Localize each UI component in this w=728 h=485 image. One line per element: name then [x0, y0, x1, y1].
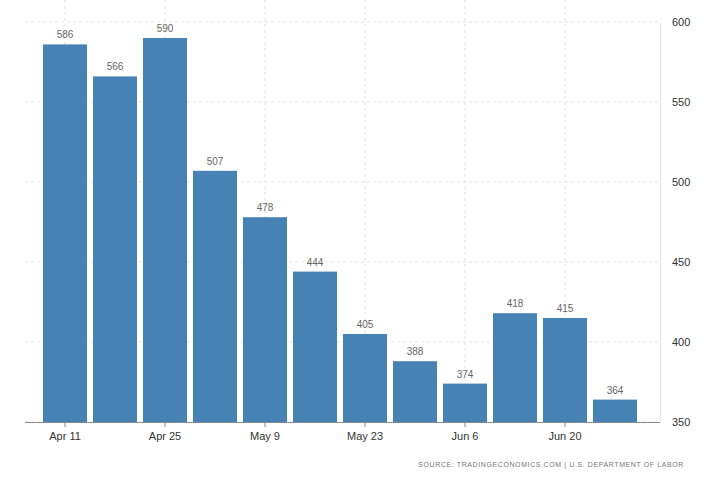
chart: 586 566 590 507 478 444 405 388 374 418 415 364 Apr … — [0, 0, 728, 485]
data-label: 507 — [207, 156, 224, 167]
y-tick: 450 — [660, 256, 690, 268]
y-tick-label: 500 — [672, 176, 690, 188]
bar — [493, 313, 537, 422]
y-tick: 550 — [660, 96, 690, 108]
y-tick: 500 — [660, 176, 690, 188]
bar — [443, 384, 487, 422]
bar — [543, 318, 587, 422]
data-label: 405 — [357, 319, 374, 330]
grid — [25, 0, 660, 422]
x-tick-mark — [565, 422, 566, 427]
bar — [243, 217, 287, 422]
x-tick-label: Jun 6 — [452, 430, 479, 442]
x-tick: May 23 — [347, 422, 383, 442]
bar — [393, 361, 437, 422]
bar — [293, 272, 337, 422]
bar — [343, 334, 387, 422]
data-label: 566 — [107, 61, 124, 72]
data-label: 478 — [257, 202, 274, 213]
y-tick: 400 — [660, 336, 690, 348]
data-label: 388 — [407, 346, 424, 357]
x-tick: Apr 11 — [49, 422, 81, 442]
x-tick-mark — [265, 422, 266, 427]
y-axis-line — [660, 23, 661, 423]
source: SOURCE: TRADINGECONOMICS.COM | U.S. DEPA… — [418, 461, 684, 469]
y-tick-label: 400 — [672, 336, 690, 348]
y-tick-label: 600 — [672, 16, 690, 28]
x-tick-mark — [165, 422, 166, 427]
data-label: 590 — [157, 23, 174, 34]
bar — [143, 38, 187, 422]
x-tick-label: Apr 11 — [49, 430, 81, 442]
x-tick-mark — [465, 422, 466, 427]
x-tick-mark — [65, 422, 66, 427]
data-labels: 586 566 590 507 478 444 405 388 374 418 415 364 — [57, 23, 624, 396]
data-label: 444 — [307, 257, 324, 268]
data-label: 364 — [607, 385, 624, 396]
bar — [43, 44, 87, 422]
x-tick: Apr 25 — [149, 422, 181, 442]
x-tick-label: Jun 20 — [548, 430, 581, 442]
grid-line — [25, 22, 660, 23]
bars — [43, 38, 637, 422]
x-tick-label: May 9 — [250, 430, 280, 442]
x-tick-mark — [365, 422, 366, 427]
x-tick: May 9 — [250, 422, 280, 442]
bar — [93, 76, 137, 422]
x-tick-label: Apr 25 — [149, 430, 181, 442]
y-tick-label: 350 — [672, 416, 690, 428]
grid-line — [465, 0, 466, 422]
y-axis: 350 400 450 500 550 600 — [660, 16, 690, 428]
bar — [593, 400, 637, 422]
y-tick-label: 450 — [672, 256, 690, 268]
y-tick: 600 — [660, 16, 690, 28]
x-tick: Jun 6 — [452, 422, 479, 442]
data-label: 374 — [457, 369, 474, 380]
data-label: 418 — [507, 298, 524, 309]
y-tick: 350 — [660, 416, 690, 428]
bar — [193, 171, 237, 422]
data-label: 586 — [57, 29, 74, 40]
x-axis: Apr 11 Apr 25 May 9 May 23 Jun 6 Jun 20 — [25, 422, 660, 442]
y-tick-label: 550 — [672, 96, 690, 108]
x-tick-label: May 23 — [347, 430, 383, 442]
data-label: 415 — [557, 303, 574, 314]
x-tick: Jun 20 — [548, 422, 581, 442]
